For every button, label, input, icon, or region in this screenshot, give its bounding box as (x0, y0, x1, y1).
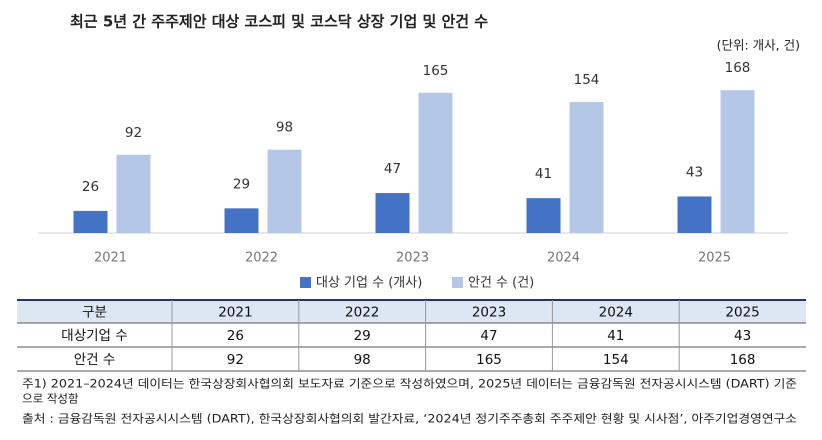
table-header-cell: 2023 (472, 305, 506, 321)
bar (116, 154, 151, 233)
note: 출처 : 금융감독원 전자공시시스템 (DART), 한국상장회사협의회 발간자… (22, 412, 797, 426)
table-cell: 대상기업 수 (61, 328, 127, 344)
data-label: 92 (125, 125, 142, 141)
table-header-cell: 구분 (82, 305, 107, 321)
table-cell: 168 (730, 352, 756, 368)
bar (73, 210, 108, 233)
table-header-bg (17, 300, 806, 323)
bar (569, 102, 604, 233)
table-cell: 26 (227, 328, 244, 344)
data-label: 98 (276, 120, 293, 136)
table-cell: 43 (734, 328, 751, 344)
table-cell: 안건 수 (74, 352, 116, 368)
data-label: 168 (725, 60, 751, 76)
bar (375, 193, 410, 233)
table-cell: 98 (354, 352, 371, 368)
table-cell: 41 (607, 328, 624, 344)
x-tick-label: 2023 (396, 251, 429, 266)
data-label: 29 (233, 176, 250, 192)
data-label: 165 (423, 63, 449, 79)
bar (720, 90, 755, 233)
x-tick-label: 2021 (94, 251, 127, 266)
data-label: 47 (384, 161, 401, 177)
bar (224, 208, 259, 233)
table-header-cell: 2021 (218, 305, 252, 321)
bar (267, 149, 302, 233)
bar (418, 92, 453, 233)
table-cell: 92 (227, 352, 244, 368)
data-label: 43 (686, 164, 703, 180)
note: 주1) 2021–2024년 데이터는 한국상장회사협의회 보도자료 기준으로 … (22, 377, 797, 391)
legend-swatch (452, 277, 463, 288)
chart-title: 최근 5년 간 주주제안 대상 코스피 및 코스닥 상장 기업 및 안건 수 (70, 13, 488, 31)
bar (526, 198, 561, 233)
unit-note: (단위: 개사, 건) (717, 38, 800, 53)
table-cell: 154 (603, 352, 629, 368)
table-cell: 165 (476, 352, 502, 368)
table-header-cell: 2025 (725, 305, 759, 321)
legend-swatch (300, 277, 311, 288)
data-label: 154 (574, 72, 600, 88)
legend-label: 안건 수 (건) (468, 276, 534, 291)
x-tick-label: 2024 (547, 251, 580, 266)
table-header-cell: 2024 (599, 305, 633, 321)
table-cell: 47 (480, 328, 497, 344)
x-tick-label: 2022 (245, 251, 278, 266)
table-cell: 29 (354, 328, 371, 344)
legend-label: 대상 기업 수 (개사) (316, 276, 422, 291)
table-header-cell: 2022 (345, 305, 379, 321)
bar (677, 196, 712, 233)
x-tick-label: 2025 (698, 251, 731, 266)
note: 으로 작성함 (22, 392, 79, 406)
data-label: 26 (82, 179, 99, 195)
data-label: 41 (535, 166, 552, 182)
